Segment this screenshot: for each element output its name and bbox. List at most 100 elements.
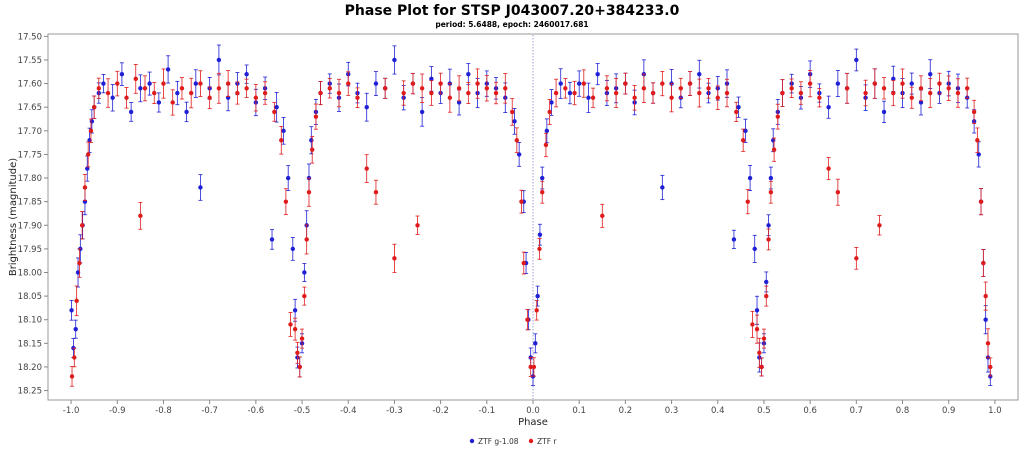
data-point xyxy=(419,86,425,91)
data-point xyxy=(553,90,559,96)
data-point xyxy=(740,138,746,143)
x-tick-label: 1.0 xyxy=(988,406,1002,416)
data-point xyxy=(493,90,499,96)
series-ztf-r xyxy=(69,64,993,387)
y-tick-label: 18.20 xyxy=(18,363,42,373)
data-point xyxy=(764,279,769,285)
data-point xyxy=(295,350,300,355)
data-point xyxy=(528,364,533,370)
data-point xyxy=(759,364,764,370)
data-point xyxy=(770,138,776,143)
data-point xyxy=(715,95,720,100)
data-point xyxy=(854,256,859,261)
data-point xyxy=(466,71,471,77)
data-point xyxy=(302,270,307,275)
data-point xyxy=(660,81,665,86)
data-point xyxy=(955,90,961,96)
data-point xyxy=(540,190,545,195)
data-point xyxy=(687,81,693,86)
data-point xyxy=(373,190,379,195)
data-point xyxy=(96,86,102,91)
data-point xyxy=(766,223,771,228)
data-point xyxy=(244,86,249,91)
data-point xyxy=(946,86,951,91)
x-tick-label: -0.9 xyxy=(109,406,126,416)
data-point xyxy=(976,152,981,157)
data-point xyxy=(632,95,637,100)
data-point xyxy=(510,109,515,115)
data-point xyxy=(549,100,554,105)
data-point xyxy=(918,86,924,91)
x-tick-label: -0.1 xyxy=(479,406,496,416)
data-point xyxy=(175,90,180,96)
data-point xyxy=(101,81,106,86)
data-point xyxy=(516,152,522,157)
data-point xyxy=(768,175,774,181)
data-series-layer xyxy=(69,44,993,387)
data-point xyxy=(283,199,289,204)
data-point xyxy=(147,81,152,86)
data-point xyxy=(971,109,977,115)
data-point xyxy=(761,336,767,341)
data-point xyxy=(447,95,453,100)
data-point xyxy=(736,105,741,110)
x-tick-label: -1.0 xyxy=(63,406,80,416)
data-point xyxy=(142,86,148,91)
data-point xyxy=(525,317,530,322)
x-tick-label: 0.7 xyxy=(850,406,864,416)
x-tick-label: -0.6 xyxy=(248,406,265,416)
data-point xyxy=(537,246,542,252)
data-point xyxy=(466,90,471,96)
data-point xyxy=(981,260,986,266)
data-point xyxy=(909,81,914,86)
data-point xyxy=(119,71,125,77)
data-point xyxy=(292,308,298,313)
data-point xyxy=(244,71,249,77)
data-point xyxy=(216,57,222,63)
data-point xyxy=(382,86,388,91)
data-point xyxy=(754,326,760,332)
data-point xyxy=(768,190,774,195)
data-point xyxy=(74,298,79,304)
x-tick-label: -0.3 xyxy=(386,406,403,416)
x-axis-label: Phase xyxy=(518,417,548,428)
y-axis-ticks: 17.50 17.55 17.60 17.65 17.70 17.75 17.80 17.85… xyxy=(18,32,48,397)
data-point xyxy=(747,175,753,181)
data-point xyxy=(650,90,656,96)
data-point xyxy=(73,326,78,332)
data-point xyxy=(988,374,993,379)
data-point xyxy=(290,246,296,252)
data-point xyxy=(534,308,539,313)
data-point xyxy=(752,246,757,252)
data-point xyxy=(69,308,74,313)
data-point xyxy=(364,166,369,171)
y-tick-label: 18.15 xyxy=(18,339,42,349)
data-point xyxy=(456,86,462,91)
data-point xyxy=(89,119,95,124)
data-point xyxy=(909,95,914,100)
data-point xyxy=(364,105,369,110)
data-point xyxy=(807,81,813,86)
data-point xyxy=(595,71,600,77)
data-point xyxy=(531,364,537,370)
data-point xyxy=(780,90,785,96)
data-point xyxy=(586,95,591,100)
y-tick-label: 17.70 xyxy=(18,127,42,137)
data-point xyxy=(207,95,212,100)
data-point xyxy=(225,81,231,86)
data-point xyxy=(731,237,737,242)
data-point xyxy=(983,293,988,299)
data-point xyxy=(475,81,480,86)
data-point xyxy=(854,57,859,63)
data-point xyxy=(540,175,545,181)
data-point xyxy=(503,86,508,91)
data-point xyxy=(133,76,138,82)
data-point xyxy=(745,199,750,204)
data-point xyxy=(419,109,425,115)
data-point xyxy=(161,81,166,86)
data-point xyxy=(410,81,416,86)
data-point xyxy=(543,142,549,148)
data-point xyxy=(274,105,279,110)
data-point xyxy=(535,293,540,299)
data-point xyxy=(281,128,286,134)
